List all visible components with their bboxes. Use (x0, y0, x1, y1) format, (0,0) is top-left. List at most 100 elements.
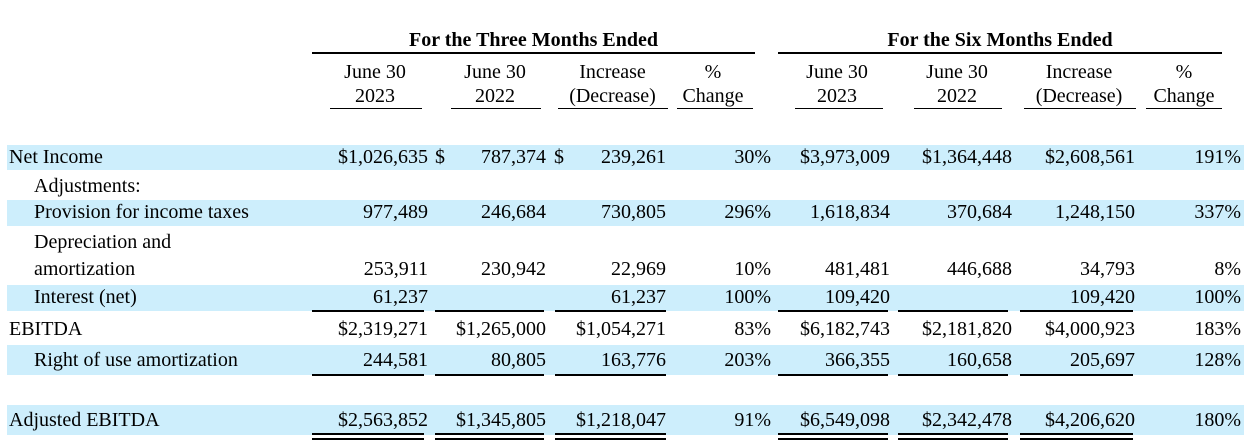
table-cell: 296% (724, 201, 771, 223)
currency-symbol: $ (554, 146, 564, 168)
col-header-rule (795, 108, 883, 109)
row-label-right-of-use: Right of use amortization (34, 349, 238, 371)
total-underline (435, 310, 544, 312)
col-header-6: June 30 2022 (926, 61, 988, 107)
total-underline (1020, 310, 1133, 312)
table-cell: 83% (734, 318, 771, 340)
row-band-net-income (7, 145, 1244, 170)
col-header-rule (330, 108, 422, 109)
table-cell: 61,237 (611, 286, 666, 308)
table-cell: 91% (734, 409, 771, 431)
table-cell: 1,248,150 (1055, 201, 1135, 223)
table-cell: 100% (1194, 286, 1241, 308)
row-band-provision (7, 200, 1244, 226)
total-underline (435, 433, 544, 435)
col-header-7: Increase (Decrease) (1035, 61, 1123, 107)
row-label-adjusted-ebitda: Adjusted EBITDA (9, 409, 160, 431)
table-cell: 180% (1194, 409, 1241, 431)
table-cell: 1,618,834 (810, 201, 890, 223)
table-cell: 253,911 (363, 258, 428, 280)
total-underline (312, 310, 424, 312)
col-header-rule (558, 108, 668, 109)
row-label-provision: Provision for income taxes (34, 201, 249, 223)
table-cell: 230,942 (481, 258, 546, 280)
total-underline (555, 438, 666, 440)
row-label-ebitda: EBITDA (9, 318, 83, 340)
header-six-months: For the Six Months Ended (887, 29, 1113, 51)
total-underline (555, 310, 666, 312)
table-cell: $1,265,000 (456, 318, 546, 340)
header-six-months-rule (778, 52, 1222, 54)
table-cell: $2,319,271 (338, 318, 428, 340)
currency-symbol: $ (435, 146, 445, 168)
row-label-depreciation: Depreciation and (34, 231, 172, 253)
table-cell: 100% (724, 286, 771, 308)
col-header-4: % Change (682, 61, 744, 107)
col-header-rule (1146, 108, 1222, 109)
table-cell: $6,549,098 (800, 409, 890, 431)
total-underline (898, 433, 1008, 435)
row-label-interest: Interest (net) (34, 286, 137, 308)
table-cell: 34,793 (1080, 258, 1135, 280)
table-cell: 730,805 (601, 201, 666, 223)
table-cell: $1,218,047 (576, 409, 666, 431)
total-underline (898, 310, 1008, 312)
table-cell: 370,684 (947, 201, 1012, 223)
row-band-adjusted-ebitda (7, 405, 1244, 435)
table-cell: 366,355 (825, 349, 890, 371)
table-cell: 481,481 (825, 258, 890, 280)
table-cell: $2,563,852 (338, 409, 428, 431)
total-underline (1020, 433, 1133, 435)
table-cell: 446,688 (947, 258, 1012, 280)
table-cell: 205,697 (1070, 349, 1135, 371)
col-header-rule (1024, 108, 1136, 109)
table-cell: $2,342,478 (922, 409, 1012, 431)
total-underline (898, 374, 1008, 376)
total-underline (1020, 438, 1133, 440)
table-cell: 787,374 (481, 146, 546, 168)
total-underline (555, 433, 666, 435)
col-header-3: Increase (Decrease) (569, 61, 656, 107)
table-cell: 80,805 (491, 349, 546, 371)
col-header-1: June 30 2023 (344, 61, 406, 107)
row-band-right-of-use (7, 345, 1244, 375)
total-underline (1020, 374, 1133, 376)
table-cell: $6,182,743 (800, 318, 890, 340)
total-underline (312, 438, 424, 440)
col-header-rule (451, 108, 541, 109)
col-header-rule (677, 108, 753, 109)
table-cell: 10% (734, 258, 771, 280)
table-cell: 203% (724, 349, 771, 371)
table-cell: $1,026,635 (338, 146, 428, 168)
table-cell: 337% (1194, 201, 1241, 223)
total-underline (778, 310, 888, 312)
total-underline (898, 438, 1008, 440)
table-cell: 128% (1194, 349, 1241, 371)
table-cell: 8% (1214, 258, 1241, 280)
table-cell: 109,420 (1070, 286, 1135, 308)
table-cell: 191% (1194, 146, 1241, 168)
row-label-depreciation-line2: amortization (34, 258, 136, 280)
table-cell: 246,684 (481, 201, 546, 223)
table-cell: 160,658 (947, 349, 1012, 371)
header-three-months: For the Three Months Ended (409, 29, 658, 51)
col-header-8: % Change (1153, 61, 1215, 107)
table-cell: $1,364,448 (922, 146, 1012, 168)
table-cell: 109,420 (825, 286, 890, 308)
row-label-net-income: Net Income (9, 146, 103, 168)
total-underline (778, 433, 888, 435)
table-cell: 244,581 (363, 349, 428, 371)
col-header-rule (914, 108, 1002, 109)
total-underline (435, 438, 544, 440)
table-cell: 22,969 (611, 258, 666, 280)
row-band-interest (7, 285, 1244, 311)
col-header-2: June 30 2022 (464, 61, 526, 107)
total-underline (555, 374, 666, 376)
table-cell: $2,608,561 (1045, 146, 1135, 168)
table-cell: 183% (1194, 318, 1241, 340)
row-label-adjustments: Adjustments: (34, 175, 141, 197)
total-underline (435, 374, 544, 376)
table-cell: 239,261 (601, 146, 666, 168)
table-cell: $1,345,805 (456, 409, 546, 431)
total-underline (312, 374, 424, 376)
